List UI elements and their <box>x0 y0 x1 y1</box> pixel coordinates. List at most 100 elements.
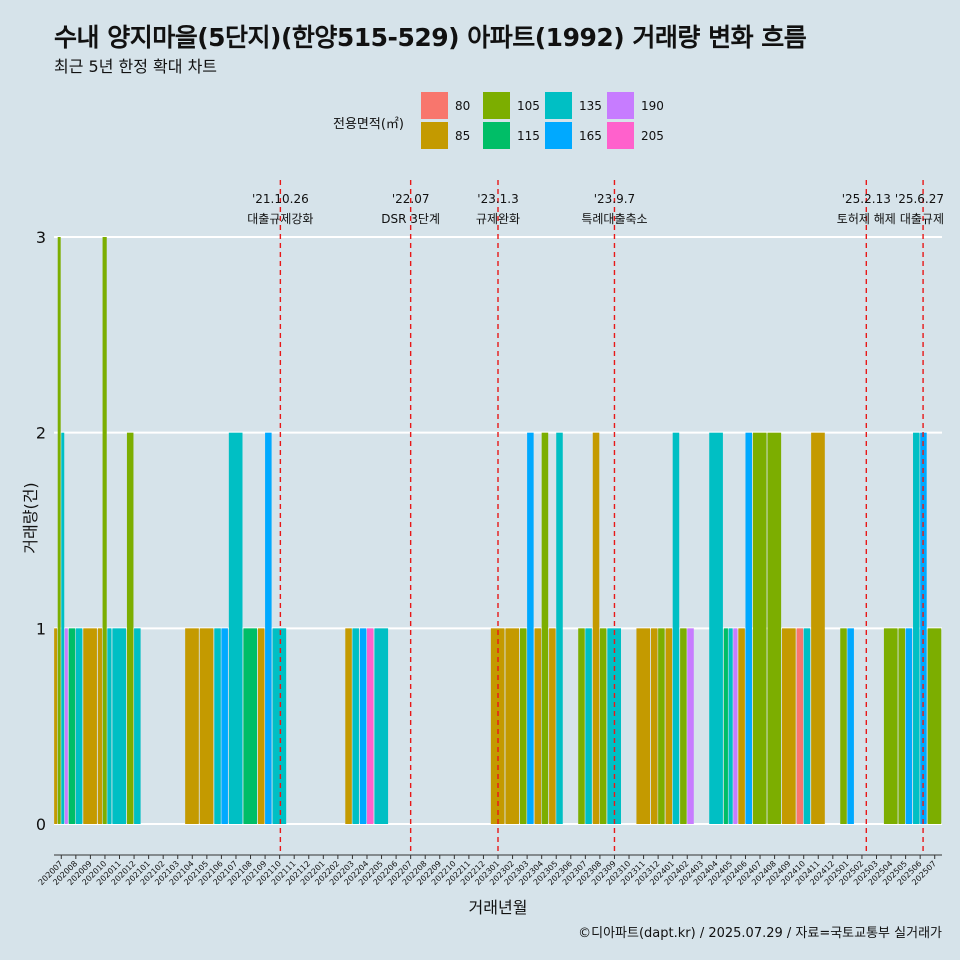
legend-swatch-105 <box>483 92 510 119</box>
x-axis-title: 거래년월 <box>469 898 528 917</box>
source-footer: ©디아파트(dapt.kr) / 2025.07.29 / 자료=국토교통부 실… <box>578 926 942 941</box>
bar-202308-85 <box>592 432 600 824</box>
bar-202405-115 <box>723 628 728 824</box>
bar-202110-135 <box>272 628 287 824</box>
bar-202205-135 <box>374 628 389 824</box>
bar-202404-135 <box>709 432 723 824</box>
legend-label: 115 <box>517 129 540 143</box>
bar-202411-85 <box>811 432 825 824</box>
y-tick-label: 2 <box>36 424 46 443</box>
bar-202402-190 <box>687 628 694 824</box>
chart-title: 수내 양지마을(5단지)(한양515-529) 아파트(1992) 거래량 변화… <box>54 23 807 52</box>
bar-202304-85 <box>534 628 542 824</box>
bar-202304-105 <box>541 432 549 824</box>
bar-202106-165 <box>221 628 228 824</box>
bar-202312-85 <box>651 628 658 824</box>
bars <box>54 237 942 824</box>
legend-swatch-80 <box>421 92 448 119</box>
bar-202012-135 <box>134 628 141 824</box>
bar-202105-85 <box>199 628 214 824</box>
bar-202506-135 <box>913 432 920 824</box>
bar-202312-105 <box>658 628 665 824</box>
legend-swatch-165 <box>545 122 572 149</box>
bar-202410-80 <box>796 628 804 824</box>
bar-202406-85 <box>738 628 745 824</box>
event-lines: '21.10.26 대출규제강화 '22.07 DSR 3단계 '23.1.3 규제완화 '… <box>247 180 944 855</box>
bar-202203-85 <box>345 628 352 824</box>
y-axis: 0 1 2 3 <box>36 228 46 834</box>
bar-202106-135 <box>214 628 221 824</box>
event-label: DSR 3단계 <box>381 212 440 226</box>
bar-202401-135 <box>672 432 680 824</box>
bar-202007-85 <box>54 628 58 824</box>
legend-swatch-115 <box>483 122 510 149</box>
event-date: '21.10.26 <box>252 192 309 206</box>
bar-202507-105 <box>927 628 942 824</box>
bar-202109-85 <box>257 628 265 824</box>
bar-202007-135 <box>61 432 65 824</box>
legend-label: 80 <box>455 99 470 113</box>
bar-202406-165 <box>745 432 753 824</box>
bar-202309-135 <box>607 628 621 824</box>
bar-202308-105 <box>599 628 607 824</box>
legend-label: 85 <box>455 129 470 143</box>
bar-202405-135 <box>728 628 733 824</box>
bar-202311-85 <box>636 628 651 824</box>
bar-202007-105 <box>57 237 61 824</box>
bar-202012-105 <box>126 432 134 824</box>
bar-202007-190 <box>64 628 68 824</box>
event-date: '23.9.7 <box>594 192 635 206</box>
bar-202401-85 <box>665 628 673 824</box>
bar-202504-105 <box>883 628 898 824</box>
x-axis: 2020072020082020092020102020112020122021… <box>37 854 942 887</box>
bar-202305-135 <box>556 432 563 824</box>
bar-202410-135 <box>803 628 811 824</box>
event-label: 토허제 해제 <box>837 212 896 226</box>
bar-202305-85 <box>549 628 556 824</box>
bar-202011-135 <box>112 628 127 824</box>
legend-title: 전용면적(㎡) <box>333 117 404 132</box>
event-date: '25.2.13 <box>842 192 891 206</box>
bar-202408-105 <box>767 432 782 824</box>
bar-202107-135 <box>228 432 243 824</box>
bar-202409-85 <box>782 628 796 824</box>
bar-202108-115 <box>243 628 258 824</box>
bar-202307-105 <box>578 628 585 824</box>
bar-202302-85 <box>505 628 520 824</box>
event-date: '22.07 <box>392 192 430 206</box>
bar-202010-105 <box>102 237 107 824</box>
bar-202402-105 <box>680 628 687 824</box>
bar-202301-85 <box>490 628 505 824</box>
bar-202010-85 <box>97 628 102 824</box>
event-date: '23.1.3 <box>477 192 518 206</box>
legend-swatch-85 <box>421 122 448 149</box>
legend: 전용면적(㎡) 80 85 105 115 135 165 190 205 <box>333 92 664 149</box>
event-label: 대출규제강화 <box>247 212 313 226</box>
y-axis-title: 거래량(건) <box>21 482 40 553</box>
bar-202303-165 <box>527 432 534 824</box>
bar-202010-135 <box>107 628 112 824</box>
bar-202506-165 <box>920 432 927 824</box>
bar-202505-105 <box>898 628 905 824</box>
bar-202501-165 <box>847 628 854 824</box>
bar-202204-205 <box>366 628 374 824</box>
bar-202109-165 <box>265 432 272 824</box>
legend-label: 105 <box>517 99 540 113</box>
legend-label: 165 <box>579 129 602 143</box>
bar-202307-135 <box>585 628 592 824</box>
bar-202407-105 <box>752 432 767 824</box>
legend-swatch-135 <box>545 92 572 119</box>
y-tick-label: 1 <box>36 619 46 638</box>
bar-202204-165 <box>359 628 367 824</box>
chart-subtitle: 최근 5년 한정 확대 차트 <box>54 57 218 76</box>
legend-label: 205 <box>641 129 664 143</box>
y-tick-label: 0 <box>36 815 46 834</box>
bar-202505-165 <box>905 628 913 824</box>
event-label: 특례대출축소 <box>581 212 647 226</box>
bar-202104-85 <box>185 628 199 824</box>
bar-202009-85 <box>83 628 97 824</box>
legend-label: 135 <box>579 99 602 113</box>
bar-202008-115 <box>68 628 76 824</box>
bar-202303-105 <box>519 628 527 824</box>
